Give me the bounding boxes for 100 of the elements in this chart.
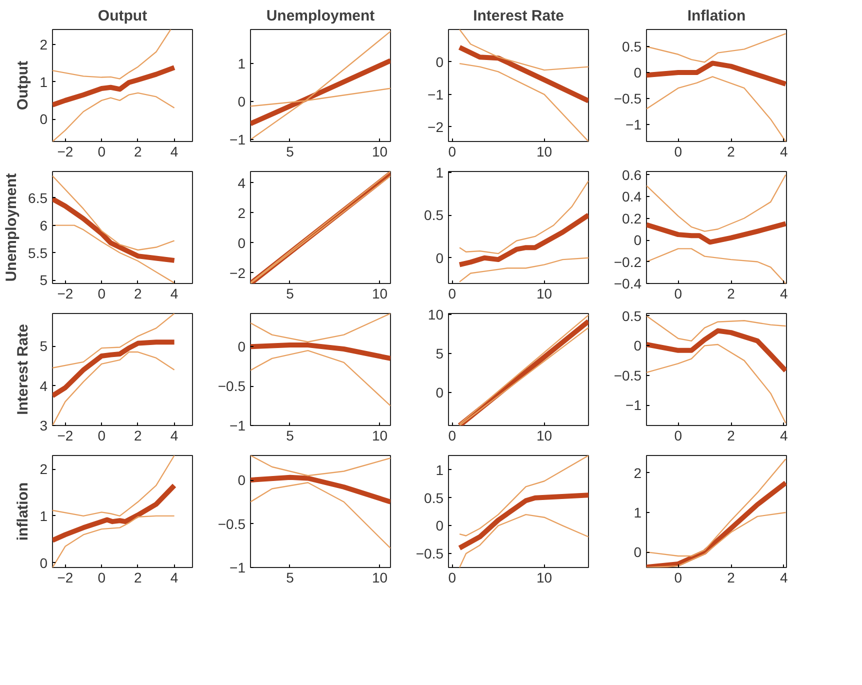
chart-title: Inflation <box>687 8 746 24</box>
x-tick-label: −2 <box>57 428 74 444</box>
y-tick-label: 0.5 <box>424 207 444 224</box>
y-tick-label: 0 <box>238 234 246 251</box>
x-tick-label: 0 <box>674 144 682 160</box>
y-tick-label: 4 <box>40 378 48 394</box>
x-tick-label: 2 <box>727 286 736 302</box>
chart-title: Interest Rate <box>473 8 564 24</box>
y-tick-label: 5 <box>40 338 48 354</box>
x-tick-label: 10 <box>372 286 388 302</box>
x-tick-label: −2 <box>57 286 74 302</box>
y-tick-label: −2 <box>428 118 444 135</box>
x-tick-label: 5 <box>286 428 294 444</box>
y-tick-label: 0 <box>436 518 444 534</box>
y-tick-label: −0.4 <box>614 276 642 292</box>
y-tick-label: 2 <box>40 36 48 52</box>
y-tick-label: 2 <box>634 464 642 481</box>
y-tick-label: 2 <box>238 204 246 221</box>
x-tick-label: 0 <box>448 286 456 302</box>
y-tick-label: 6.5 <box>28 190 48 206</box>
x-tick-label: 2 <box>727 144 736 160</box>
x-tick-label: 10 <box>372 570 388 586</box>
y-axis-title: Unemployment <box>3 173 20 282</box>
y-tick-label: 0 <box>634 232 642 248</box>
y-tick-label: −0.5 <box>218 516 246 532</box>
y-tick-label: 0 <box>40 554 48 571</box>
x-tick-label: 0 <box>98 286 106 302</box>
x-tick-label: 2 <box>134 570 142 586</box>
y-tick-label: −2 <box>230 264 246 281</box>
y-tick-label: 0 <box>436 384 444 401</box>
y-tick-label: −0.2 <box>614 254 642 270</box>
x-tick-label: 5 <box>286 144 294 160</box>
chart-title: Unemployment <box>266 8 375 24</box>
y-tick-label: 0 <box>634 338 642 354</box>
y-tick-label: 0 <box>40 111 48 128</box>
y-tick-label: −0.5 <box>614 90 642 106</box>
x-tick-label: 4 <box>780 428 788 444</box>
y-tick-label: 1 <box>40 508 48 524</box>
x-tick-label: 0 <box>448 428 456 444</box>
x-tick-label: 0 <box>674 428 682 444</box>
y-tick-label: 1 <box>238 56 246 72</box>
y-tick-label: 0.4 <box>622 188 642 205</box>
x-tick-label: 2 <box>134 428 142 444</box>
x-tick-label: 0 <box>674 570 682 586</box>
x-tick-label: 0 <box>98 144 106 160</box>
x-tick-label: 2 <box>727 570 736 586</box>
x-tick-label: 4 <box>170 428 178 444</box>
chart-title: Output <box>98 8 148 24</box>
y-tick-label: −1 <box>626 397 642 414</box>
y-tick-label: 0 <box>238 94 246 110</box>
y-tick-label: 1 <box>634 504 642 520</box>
x-tick-label: 10 <box>536 286 552 302</box>
y-tick-label: 0 <box>634 64 642 81</box>
y-tick-label: 3 <box>40 418 48 434</box>
y-tick-label: −1 <box>428 86 444 102</box>
x-tick-label: 2 <box>134 144 142 160</box>
x-tick-label: 0 <box>98 570 106 586</box>
x-tick-label: 4 <box>780 286 788 302</box>
y-tick-label: 0.5 <box>622 308 642 324</box>
y-tick-label: 0.5 <box>622 38 642 55</box>
x-tick-label: −2 <box>57 570 74 586</box>
x-tick-label: 4 <box>170 286 178 302</box>
y-tick-label: −0.5 <box>416 546 444 562</box>
x-tick-label: 0 <box>448 144 456 160</box>
x-tick-label: 0 <box>674 286 682 302</box>
y-tick-label: −1 <box>626 116 642 132</box>
y-tick-label: 5.5 <box>28 244 48 261</box>
y-tick-label: 5 <box>40 272 48 288</box>
y-tick-label: −0.5 <box>614 367 642 384</box>
y-axis-title: inflation <box>14 482 32 541</box>
x-tick-label: 2 <box>134 286 142 302</box>
x-tick-label: 4 <box>780 144 788 160</box>
y-axis-title: Output <box>14 60 32 110</box>
y-tick-label: 0 <box>634 544 642 560</box>
y-tick-label: 0 <box>436 54 444 70</box>
x-tick-label: 10 <box>372 428 388 444</box>
x-tick-label: 10 <box>372 144 388 160</box>
y-tick-label: −1 <box>230 560 246 576</box>
x-tick-label: 5 <box>286 286 294 302</box>
x-tick-label: 2 <box>727 428 736 444</box>
x-tick-label: 4 <box>780 570 788 586</box>
x-tick-label: 5 <box>286 570 294 586</box>
y-tick-label: 0.5 <box>424 490 444 506</box>
x-tick-label: 0 <box>448 570 456 586</box>
x-tick-label: −2 <box>57 144 74 160</box>
y-tick-label: −1 <box>230 418 246 434</box>
y-tick-label: 1 <box>436 164 444 180</box>
y-tick-label: 0.2 <box>622 210 642 226</box>
y-tick-label: 0 <box>436 250 444 266</box>
y-tick-label: 5 <box>436 345 444 362</box>
y-tick-label: 0 <box>238 472 246 488</box>
y-tick-label: −1 <box>230 132 246 148</box>
x-tick-label: 10 <box>536 144 552 160</box>
x-tick-label: 0 <box>98 428 106 444</box>
y-axis-title: Interest Rate <box>14 324 32 415</box>
x-tick-label: 10 <box>536 428 552 444</box>
y-tick-label: 4 <box>238 174 246 191</box>
x-tick-label: 4 <box>170 144 178 160</box>
x-tick-label: 10 <box>536 570 552 586</box>
y-tick-label: 10 <box>428 306 444 322</box>
